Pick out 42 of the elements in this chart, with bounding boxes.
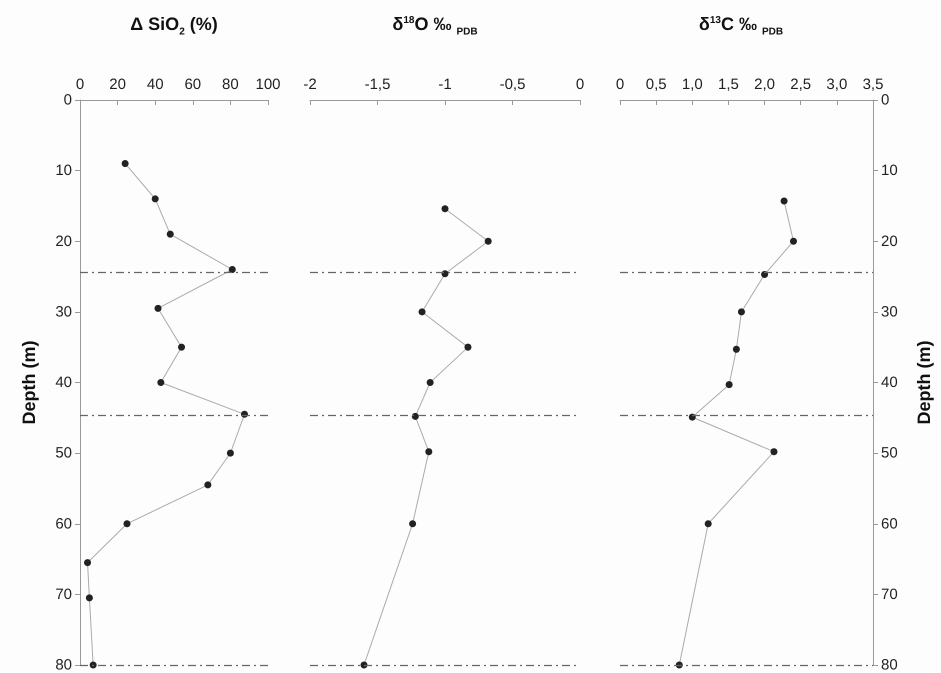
y-tick-label: 70	[55, 586, 72, 603]
x-tick-label: 40	[146, 76, 164, 93]
x-tick-label: -1,5	[364, 76, 390, 93]
x-tick-label: 2,5	[790, 76, 812, 93]
chart-title: δ$^{13}$C ‰ $_{PDB}$	[698, 14, 784, 38]
y-tick-label: 30	[55, 303, 72, 320]
y2-tick-label: 20	[881, 232, 898, 250]
x-tick-label: 3,5	[862, 76, 884, 93]
y-tick-label: 10	[55, 162, 72, 180]
y2-tick-label: 10	[881, 162, 898, 180]
x-tick-label: 1,5	[718, 76, 739, 93]
x-tick-label: 0	[616, 76, 624, 93]
y2-tick-label: 80	[881, 656, 898, 673]
x-tick-label: -0,5	[500, 76, 526, 93]
chart-title: δ$^{18}$O ‰ $_{PDB}$	[391, 14, 479, 38]
x-tick-label: 0,5	[646, 76, 667, 93]
y2-tick-label: 30	[881, 303, 898, 320]
x-tick-label: 3,0	[826, 76, 848, 93]
x-tick-label: -1	[438, 76, 452, 93]
y2-axis-title: Depth (m)	[914, 340, 934, 424]
x-tick-label: 20	[109, 76, 126, 93]
y2-tick-label: 70	[881, 586, 898, 603]
y2-tick-label: 50	[881, 444, 898, 462]
x-tick-label: 2,0	[754, 76, 775, 93]
x-tick-label: -2	[303, 76, 317, 93]
x-tick-label: 1,0	[682, 76, 703, 93]
y2-tick-label: 0	[881, 92, 890, 108]
y2-tick-label: 40	[881, 374, 898, 391]
y-tick-label: 20	[55, 232, 72, 250]
x-tick-label: 80	[222, 76, 239, 93]
y-axis-title: Depth (m)	[19, 340, 39, 424]
y-tick-label: 50	[55, 444, 72, 462]
y-tick-label: 80	[55, 656, 72, 673]
chart-title: Δ SiO$_{2}$ (%)	[129, 14, 219, 38]
y2-tick-label: 60	[881, 515, 898, 532]
x-tick-label: 60	[184, 76, 202, 93]
y-tick-label: 40	[55, 374, 72, 391]
x-tick-label: 100	[255, 76, 281, 93]
y-tick-label: 0	[64, 92, 72, 108]
x-tick-label: 0	[76, 76, 84, 93]
x-tick-label: 0	[576, 76, 584, 93]
y-tick-label: 60	[55, 515, 72, 532]
